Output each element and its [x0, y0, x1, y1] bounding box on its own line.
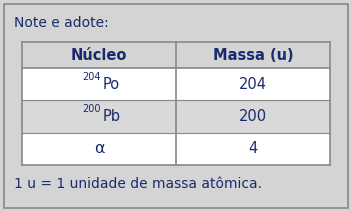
- Text: 204: 204: [82, 72, 101, 82]
- Text: Note e adote:: Note e adote:: [14, 16, 109, 30]
- Text: 1 u = 1 unidade de massa atômica.: 1 u = 1 unidade de massa atômica.: [14, 177, 262, 191]
- Text: 4: 4: [249, 141, 258, 156]
- Text: Massa (u): Massa (u): [213, 47, 293, 63]
- Text: α: α: [94, 141, 104, 156]
- Bar: [22, 133, 330, 165]
- Text: 200: 200: [82, 104, 101, 114]
- Bar: [22, 100, 330, 133]
- Text: Núcleo: Núcleo: [71, 47, 127, 63]
- Text: Po: Po: [103, 77, 120, 92]
- Bar: [22, 42, 330, 68]
- Bar: [22, 68, 330, 100]
- Text: 204: 204: [239, 77, 267, 92]
- Text: 200: 200: [239, 109, 267, 124]
- Text: Pb: Pb: [103, 109, 121, 124]
